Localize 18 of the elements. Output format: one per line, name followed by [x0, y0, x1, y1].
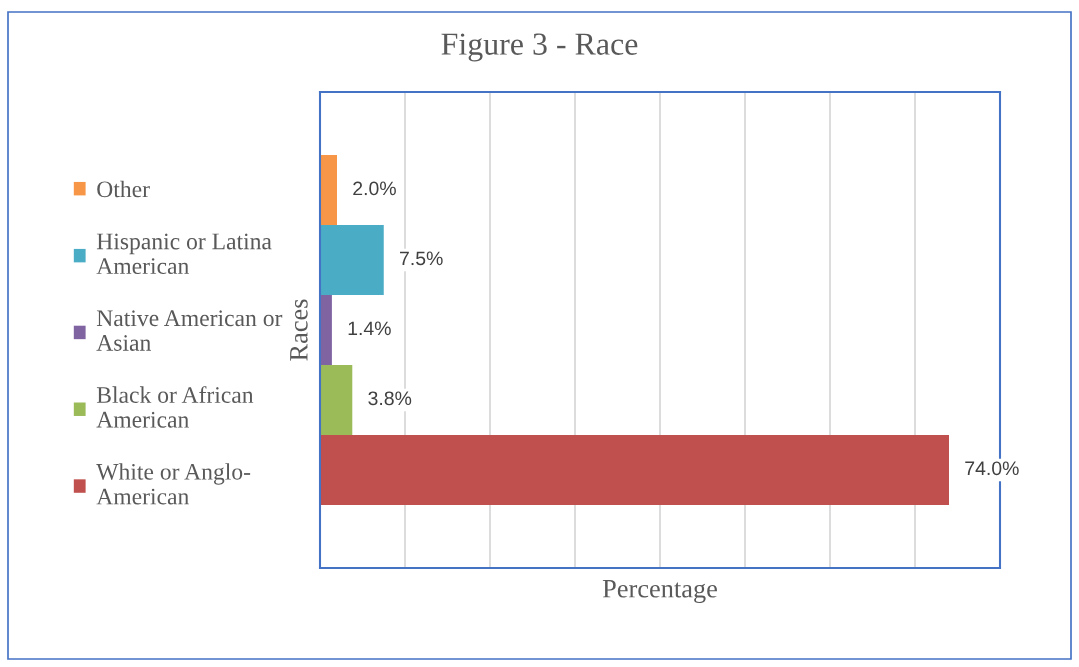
chart-title: Figure 3 - Race [441, 33, 638, 62]
data-label: 2.0% [353, 181, 396, 196]
x-axis-title: Percentage [602, 580, 717, 604]
legend-label: Black or African American [96, 386, 254, 428]
bar [320, 155, 337, 226]
legend-label: Other [97, 180, 150, 198]
data-label: 1.4% [348, 321, 391, 336]
bar [320, 225, 384, 296]
bar [320, 364, 353, 435]
data-label: 3.8% [368, 391, 412, 406]
legend-label: Hispanic or Latina American [96, 233, 272, 275]
bar [320, 434, 949, 505]
bar [320, 295, 332, 365]
data-label: 7.5% [400, 251, 443, 266]
data-label: 74.0% [965, 461, 1019, 476]
legend-label: White or Anglo- American [96, 463, 251, 505]
y-axis-title: Races [290, 299, 308, 361]
legend-label: Native American or Asian [96, 310, 283, 351]
